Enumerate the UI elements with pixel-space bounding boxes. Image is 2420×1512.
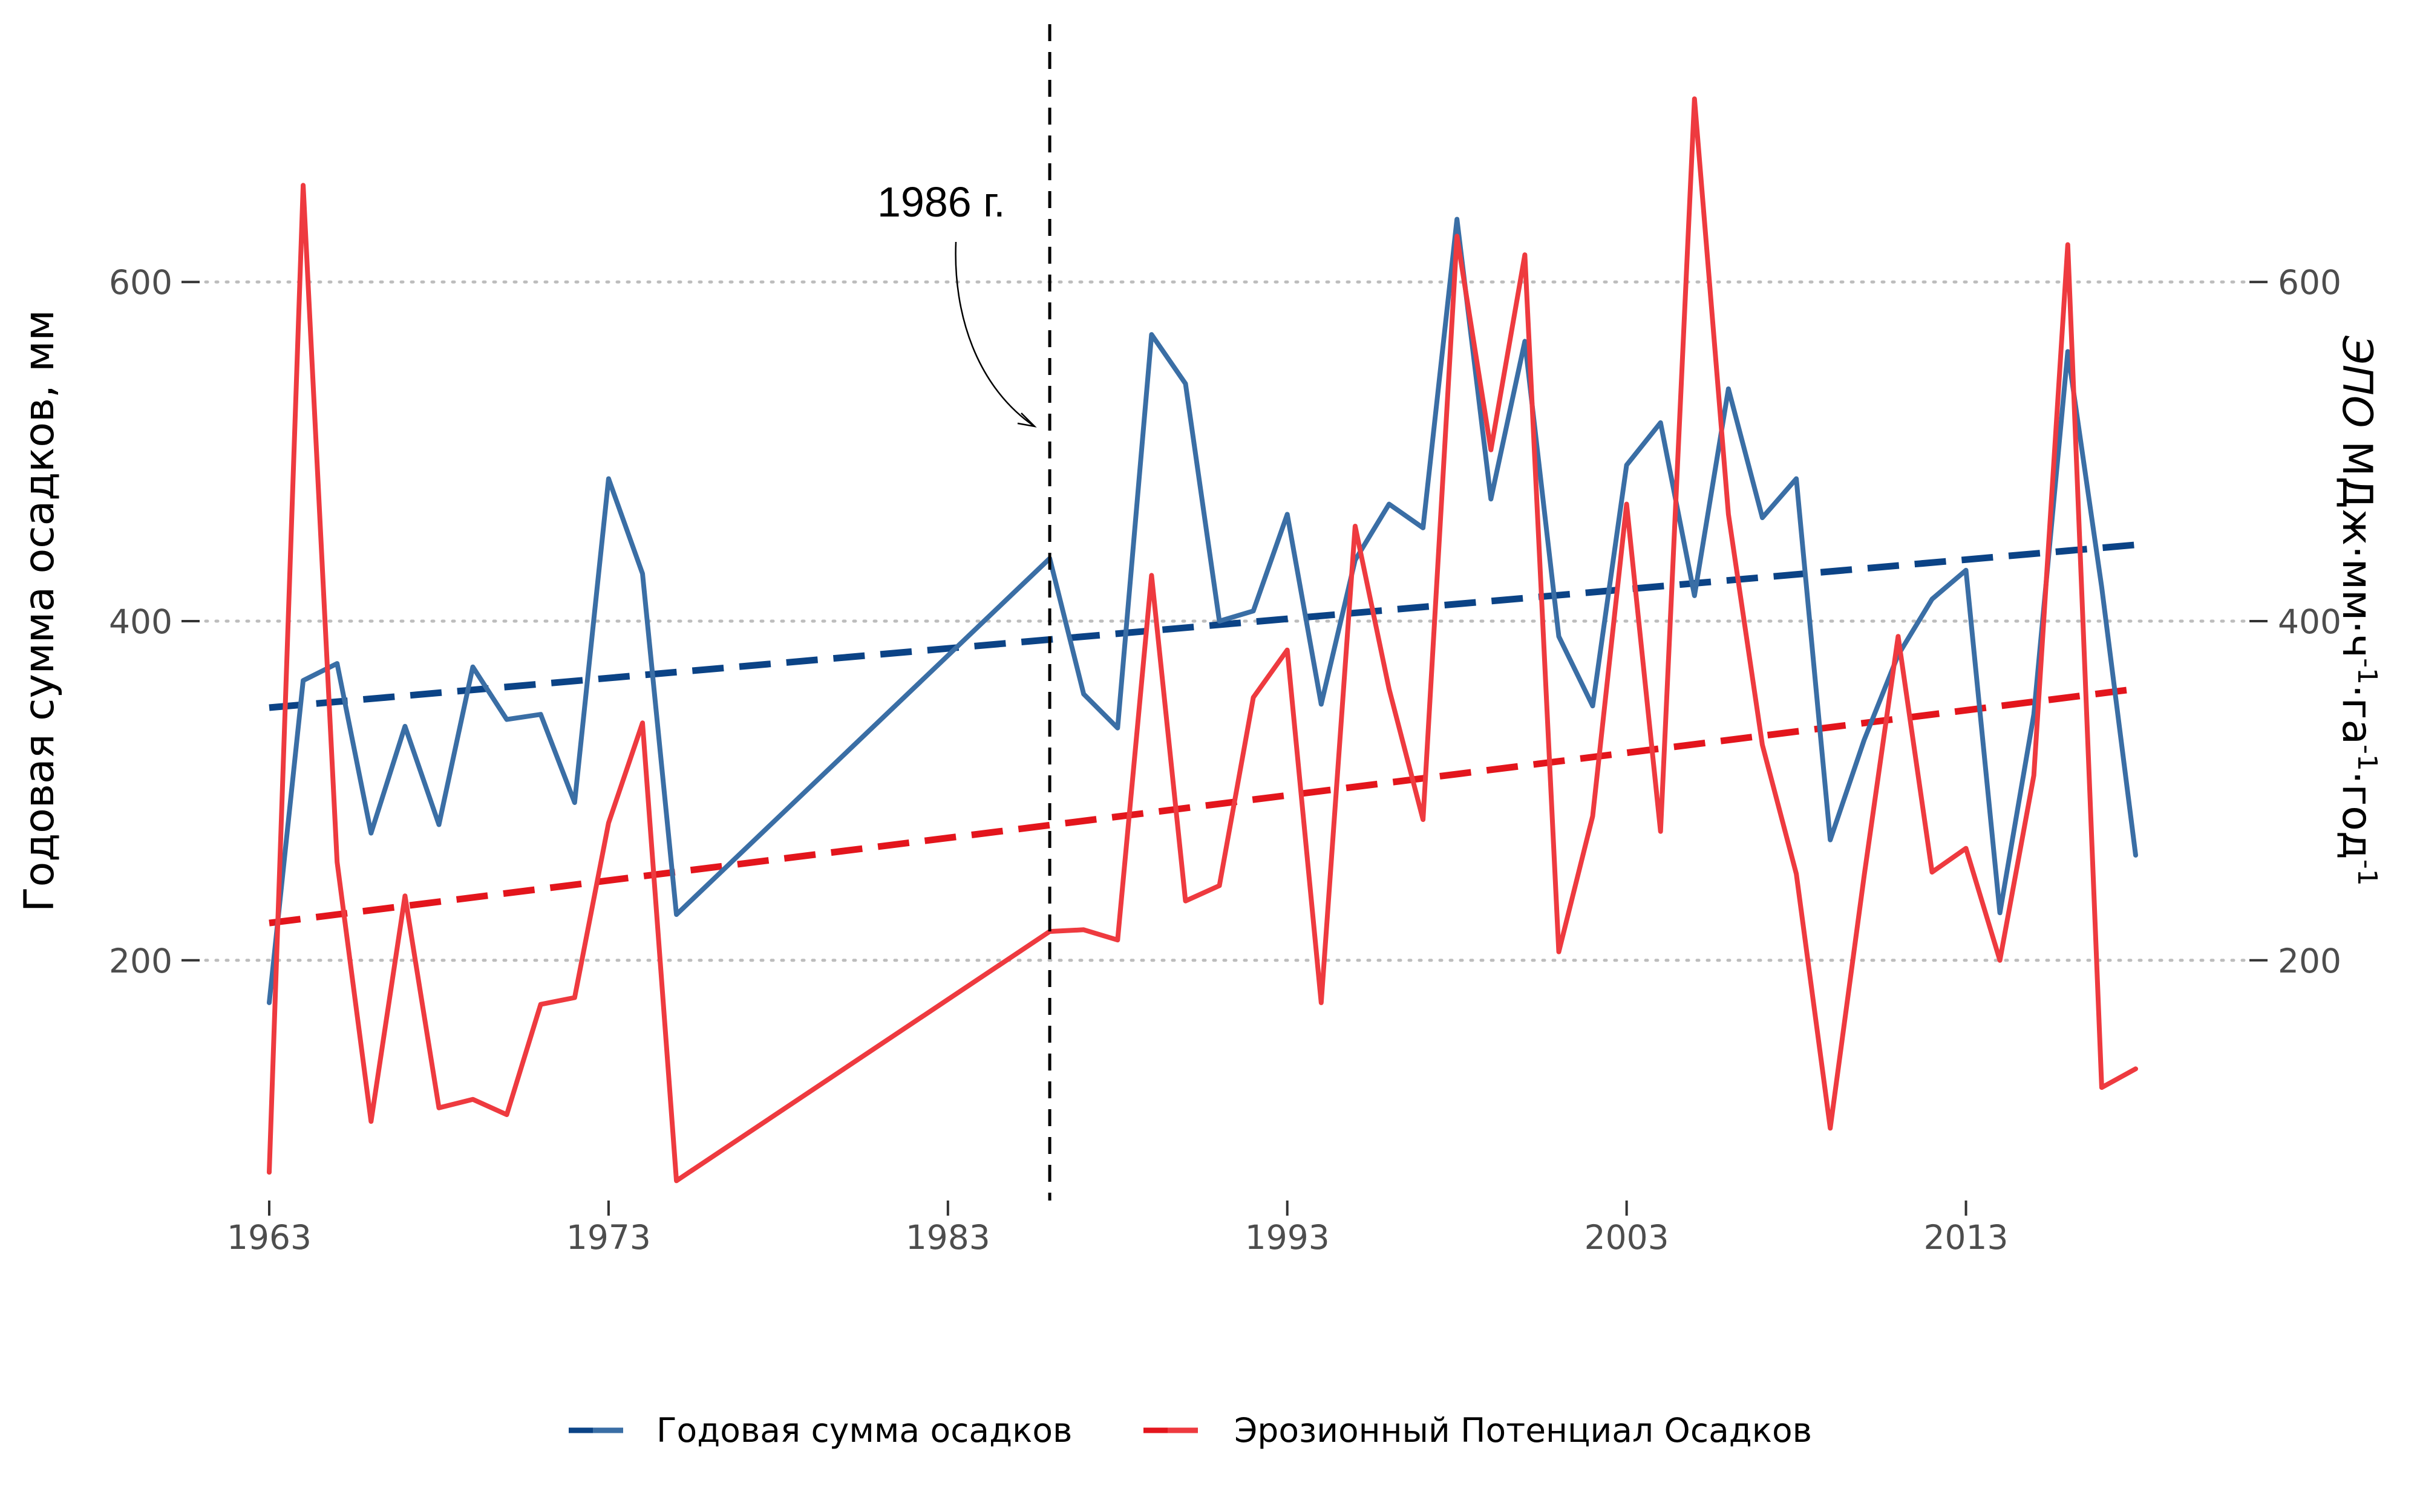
tick-label-x-1963: 1963 [227, 1218, 312, 1257]
y-axis-title-right-part3: ·год [2333, 771, 2381, 859]
tick-label-x-1983: 1983 [906, 1218, 990, 1257]
tick-label-left-400: 400 [109, 602, 172, 641]
annotation-arrowhead [1017, 412, 1037, 428]
tick-label-right-400: 400 [2278, 602, 2341, 641]
trendlines [269, 541, 2136, 927]
tick-label-x-1973: 1973 [566, 1218, 651, 1257]
y-axis-title-right-sup1: -1 [2352, 658, 2383, 685]
tick-label-right-600: 600 [2278, 263, 2341, 302]
series-line-0 [267, 217, 2138, 1005]
y-axis-title-right-sup2: -1 [2352, 745, 2383, 771]
tick-label-right-200: 200 [2278, 942, 2341, 980]
series-line-1 [267, 96, 2138, 1184]
y-axis-title-right: ЭПО МДж·мм·ч-1·га-1·год-1 [2333, 335, 2383, 885]
tick-label-x-1993: 1993 [1245, 1218, 1330, 1257]
y-axis-title-right-prefix: ЭПО [2333, 335, 2381, 428]
series-lines [267, 96, 2138, 1184]
tick-label-x-2013: 2013 [1924, 1218, 2009, 1257]
tick-label-left-200: 200 [109, 942, 172, 980]
y-axis-title-right-part2: ·га [2333, 685, 2381, 745]
legend-label-erosion: Эрозионный Потенциал Осадков [1234, 1411, 1812, 1450]
tick-label-left-600: 600 [109, 263, 172, 302]
tick-label-x-2003: 2003 [1584, 1218, 1669, 1257]
axes: 200 400 600 200 400 600 1963 1973 1983 1993 2003 20… [109, 263, 2341, 1257]
trendline-1 [269, 685, 2136, 927]
vline-annotation: 1986 г. [877, 178, 1006, 226]
legend-label-precip: Годовая сумма осадков [656, 1411, 1072, 1450]
y-axis-title-right-sup3: -1 [2352, 859, 2383, 886]
y-axis-title-right-part1: МДж·мм·ч [2333, 428, 2381, 658]
y-axis-title-left: Годовая сумма осадков, мм [16, 310, 64, 912]
trendline-0 [269, 541, 2136, 711]
annotation-arrow [955, 241, 1035, 428]
legend: Годовая сумма осадков Эрозионный Потенци… [569, 1411, 1812, 1450]
